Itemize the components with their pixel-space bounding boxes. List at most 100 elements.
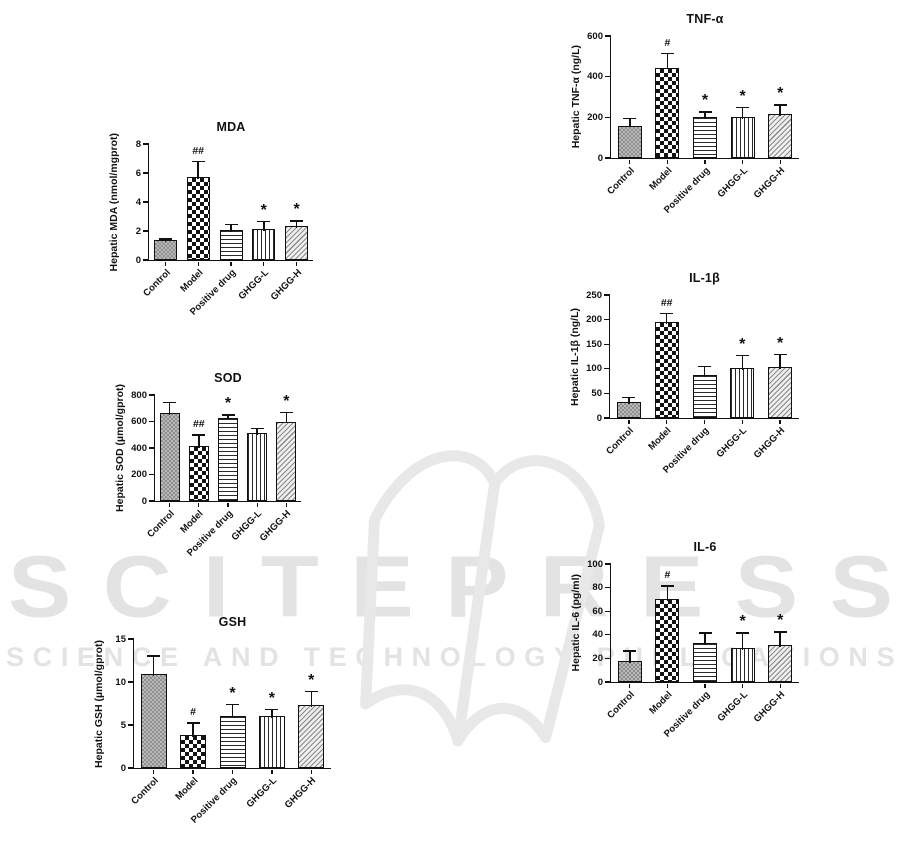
- y-tick-label: 600: [131, 416, 147, 427]
- bar-ghgg-l: [258, 715, 285, 768]
- x-axis-tick: [666, 683, 669, 688]
- watermark-letter: S: [829, 537, 893, 636]
- error-bar-stem: [704, 111, 706, 120]
- significance-marker: ##: [192, 418, 205, 431]
- error-bar-cap: [186, 722, 200, 724]
- significance-marker: *: [260, 201, 267, 219]
- significance-marker: *: [293, 201, 300, 219]
- watermark-letter: E: [350, 537, 414, 636]
- chart-sod: SOD Hepatic SOD (µmol/gprot) 0 200 400 600 800…: [114, 371, 301, 559]
- y-tick-label: 50: [591, 387, 602, 399]
- significance-marker: #: [664, 36, 671, 49]
- error-bar-cap: [221, 414, 235, 416]
- y-tick-label: 200: [586, 314, 602, 326]
- x-axis-tick: [230, 261, 232, 266]
- error-bar-cap: [304, 690, 318, 693]
- bar-ghgg-h: [768, 114, 793, 158]
- bar-positive-drug: [218, 417, 238, 501]
- significance-marker: *: [283, 392, 290, 410]
- x-axis-tick: [227, 502, 229, 507]
- x-axis-tick: [295, 261, 298, 266]
- y-tick-label: 0: [597, 152, 603, 164]
- x-axis-tick: [779, 683, 781, 688]
- y-axis-tick: [143, 230, 149, 232]
- watermark-letter: N: [103, 641, 124, 672]
- error-bar-stem: [271, 708, 273, 718]
- error-bar-cap: [660, 52, 674, 55]
- y-tick-label: 80: [592, 582, 603, 594]
- x-tick-label: Control: [605, 165, 637, 197]
- significance-marker: #: [664, 569, 671, 582]
- x-tick-label: Control: [129, 775, 161, 807]
- chart-tnf: TNF-α Hepatic TNF-α (ng/L) 0 200 400 600 Contr…: [570, 12, 799, 216]
- error-bar-cap: [736, 106, 750, 109]
- error-bar-cap: [279, 411, 293, 414]
- y-tick-label: 0: [135, 254, 141, 266]
- significance-marker: *: [308, 671, 315, 689]
- bar-ghgg-l: [247, 432, 268, 501]
- x-axis-tick: [629, 683, 631, 688]
- x-axis-tick: [704, 683, 706, 688]
- watermark-letter: O: [494, 641, 516, 672]
- y-axis-label: Hepatic GSH (µmol/gprot): [92, 635, 106, 772]
- watermark-letter: O: [439, 641, 461, 672]
- y-axis-label: Hepatic IL-6 (pg/ml): [569, 560, 583, 686]
- y-axis-tick: [604, 318, 610, 321]
- x-tick-label: GHGG-H: [751, 689, 788, 725]
- watermark-letter: C: [355, 641, 375, 672]
- error-bar-stem: [230, 223, 232, 233]
- y-axis-tick: [605, 35, 611, 37]
- error-bar-cap: [265, 708, 279, 711]
- y-tick-label: 0: [596, 412, 602, 424]
- x-axis-tick: [285, 502, 288, 507]
- y-tick-label: 250: [586, 289, 602, 301]
- error-bar-stem: [310, 690, 313, 708]
- bar-ghgg-l: [730, 647, 755, 682]
- chart-mda: MDA Hepatic MDA (nmol/mgprot) 0 2 4 6 8 Control…: [108, 120, 313, 318]
- y-axis-tick: [605, 563, 611, 565]
- significance-marker: #: [190, 706, 197, 719]
- x-axis-tick: [198, 502, 200, 507]
- error-bar-stem: [741, 354, 744, 370]
- error-bar-cap: [660, 312, 674, 315]
- y-tick-label: 150: [586, 338, 602, 350]
- error-bar-cap: [192, 434, 206, 436]
- error-bar-stem: [629, 650, 631, 663]
- error-bar-stem: [198, 434, 200, 448]
- error-bar-cap: [623, 650, 637, 652]
- x-tick-label: Control: [604, 425, 636, 457]
- watermark-letter: P: [445, 537, 509, 636]
- error-bar-stem: [152, 655, 155, 677]
- y-tick-label: 5: [120, 719, 126, 731]
- y-tick-label: 0: [597, 676, 603, 688]
- error-bar-stem: [256, 427, 258, 435]
- y-tick-label: 15: [115, 633, 126, 645]
- bar-positive-drug: [693, 643, 717, 682]
- error-bar-stem: [703, 365, 706, 377]
- x-axis-tick: [168, 502, 171, 507]
- watermark-letter: S: [6, 641, 25, 672]
- y-axis-tick: [605, 634, 611, 636]
- error-bar-stem: [263, 220, 265, 231]
- bar-control: [159, 412, 180, 501]
- watermark-letter: O: [818, 641, 840, 672]
- chart-il1b: IL-1β Hepatic IL-1β (ng/L) 0 50 100 150 200 250…: [569, 271, 799, 476]
- x-tick-label: Control: [145, 508, 177, 540]
- y-axis-tick: [149, 500, 155, 502]
- error-bar-stem: [628, 396, 630, 405]
- bar-model: [654, 322, 679, 418]
- significance-marker: *: [739, 335, 746, 353]
- error-bar-stem: [192, 722, 194, 738]
- x-axis-tick: [231, 769, 234, 774]
- y-axis-label: Hepatic TNF-α (ng/L): [569, 32, 583, 162]
- error-bar-stem: [741, 106, 744, 119]
- error-bar-cap: [735, 354, 749, 357]
- y-axis-tick: [143, 259, 149, 261]
- y-axis-label-text: Hepatic TNF-α (ng/L): [570, 45, 582, 149]
- x-axis-tick: [628, 419, 630, 424]
- x-tick-label: GHGG-L: [715, 165, 750, 200]
- bar-model: [180, 735, 207, 768]
- error-bar-cap: [224, 223, 238, 226]
- bar-positive-drug: [693, 117, 717, 158]
- y-axis-tick: [605, 681, 611, 683]
